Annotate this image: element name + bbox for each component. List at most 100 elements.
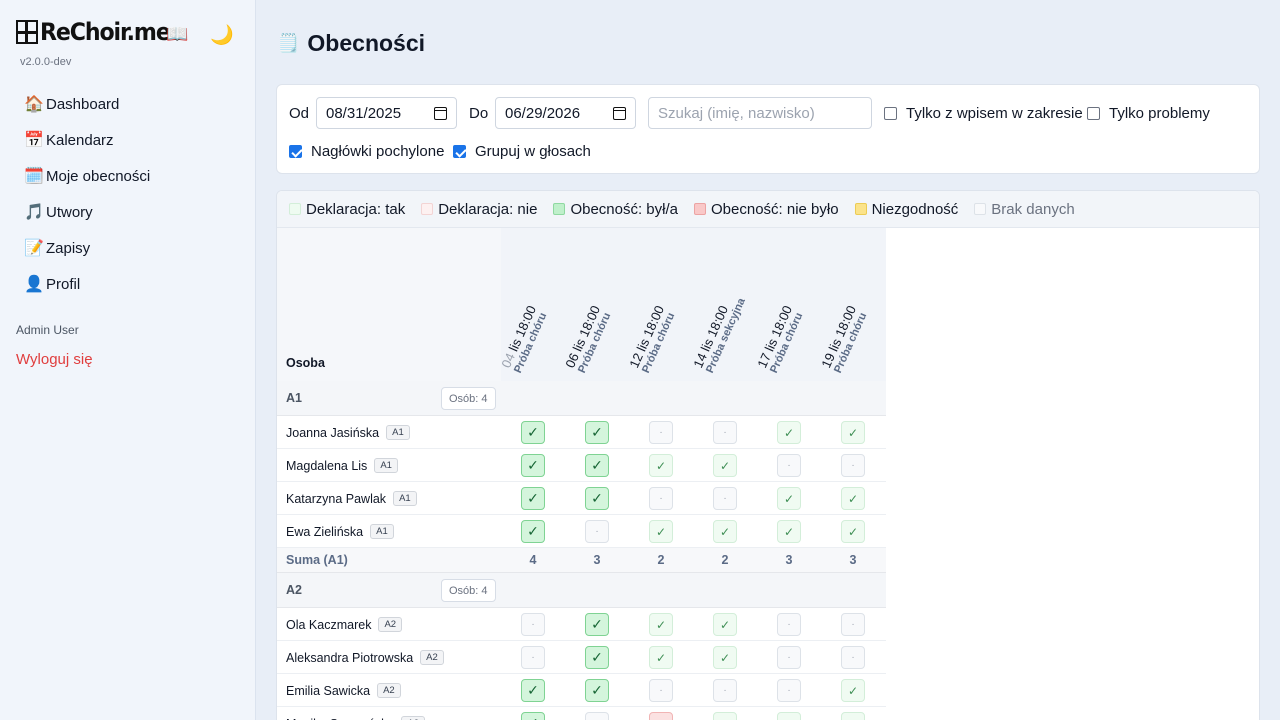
attendance-present-cell[interactable]: ✓ (585, 487, 609, 510)
declaration-yes-cell[interactable]: ✓ (777, 487, 801, 510)
declaration-yes-cell[interactable]: ✓ (777, 712, 801, 720)
legend-label: Deklaracja: tak (306, 200, 406, 218)
no-data-cell[interactable]: · (841, 613, 865, 636)
search-input[interactable]: Szukaj (imię, nazwisko) (648, 97, 872, 129)
person-name[interactable]: Ola Kaczmarek A2 (286, 617, 403, 632)
person-name[interactable]: Katarzyna Pawlak A1 (286, 491, 417, 506)
no-data-cell[interactable]: · (713, 487, 737, 510)
sidebar-item-dashboard[interactable]: 🏠 Dashboard (16, 86, 240, 122)
declaration-yes-cell[interactable]: ✓ (649, 520, 673, 543)
declaration-yes-cell[interactable]: ✓ (841, 679, 865, 702)
no-data-cell[interactable]: · (841, 646, 865, 669)
group-by-voice-label: Grupuj w głosach (475, 143, 591, 160)
declaration-yes-cell[interactable]: ✓ (777, 421, 801, 444)
only-in-range-checkbox[interactable]: Tylko z wpisem w zakresie (884, 105, 1083, 122)
person-name[interactable]: Magdalena Lis A1 (286, 458, 398, 473)
voice-badge: A1 (374, 458, 398, 473)
no-data-cell[interactable]: · (585, 712, 609, 720)
attendance-absent-cell[interactable]: ✓ (649, 712, 673, 720)
person-name-text: Emilia Sawicka (286, 683, 371, 698)
declaration-yes-cell[interactable]: ✓ (841, 520, 865, 543)
sidebar-item-moje-obecności[interactable]: 🗓️ Moje obecności (16, 158, 240, 194)
person-name-text: Joanna Jasińska (286, 425, 380, 440)
book-icon[interactable]: 📖 (166, 24, 189, 44)
brand-logo[interactable]: ReChoir.me (16, 18, 181, 46)
no-data-cell[interactable]: · (777, 646, 801, 669)
no-data-cell[interactable]: · (713, 679, 737, 702)
attendance-present-cell[interactable]: ✓ (521, 520, 545, 543)
table-body: A1 Osób: 4 Joanna Jasińska A1 ✓ ✓ · · ✓ ✓ Magdalen… (277, 381, 886, 720)
search-placeholder: Szukaj (imię, nazwisko) (658, 104, 815, 122)
no-data-cell[interactable]: · (713, 421, 737, 444)
declaration-yes-cell[interactable]: ✓ (713, 613, 737, 636)
person-name[interactable]: Emilia Sawicka A2 (286, 683, 401, 698)
attendance-present-cell[interactable]: ✓ (585, 679, 609, 702)
attendance-present-cell[interactable]: ✓ (585, 421, 609, 444)
legend-item: Deklaracja: tak (289, 201, 405, 218)
group-sum-row: Suma (A1) 4 3 2 2 3 3 (277, 548, 886, 573)
person-name-text: Monika Szymańska (286, 717, 394, 720)
no-data-cell[interactable]: · (649, 421, 673, 444)
voice-badge: A2 (420, 650, 444, 665)
calendar-picker-icon[interactable] (613, 106, 626, 120)
legend-item: Obecność: nie było (694, 201, 839, 218)
declaration-yes-cell[interactable]: ✓ (841, 421, 865, 444)
attendance-present-cell[interactable]: ✓ (521, 679, 545, 702)
attendance-present-cell[interactable]: ✓ (521, 712, 545, 720)
declaration-yes-cell[interactable]: ✓ (841, 487, 865, 510)
no-data-cell[interactable]: · (777, 454, 801, 477)
checkbox-box[interactable] (453, 145, 466, 158)
person-name[interactable]: Joanna Jasińska A1 (286, 425, 410, 440)
attendance-present-cell[interactable]: ✓ (585, 454, 609, 477)
checkbox-box[interactable] (1087, 107, 1100, 120)
date-to-value: 06/29/2026 (505, 104, 581, 122)
person-name[interactable]: Aleksandra Piotrowska A2 (286, 650, 444, 665)
declaration-yes-cell[interactable]: ✓ (841, 712, 865, 720)
person-name[interactable]: Monika Szymańska A2 (286, 716, 425, 720)
attendance-present-cell[interactable]: ✓ (521, 487, 545, 510)
table-row: Aleksandra Piotrowska A2 · ✓ ✓ ✓ · · (277, 641, 886, 674)
no-data-cell[interactable]: · (777, 613, 801, 636)
slanted-headers-checkbox[interactable]: Nagłówki pochylone (289, 143, 444, 160)
declaration-yes-cell[interactable]: ✓ (713, 646, 737, 669)
only-problems-checkbox[interactable]: Tylko problemy (1087, 105, 1210, 122)
sidebar-item-utwory[interactable]: 🎵 Utwory (16, 194, 240, 230)
voice-group-name: A2 (286, 583, 302, 597)
attendance-present-cell[interactable]: ✓ (521, 454, 545, 477)
legend-swatch (421, 203, 434, 215)
group-sum-value: 2 (657, 553, 665, 567)
no-data-cell[interactable]: · (649, 487, 673, 510)
sidebar-item-kalendarz[interactable]: 📅 Kalendarz (16, 122, 240, 158)
no-data-cell[interactable]: · (521, 613, 545, 636)
person-name[interactable]: Ewa Zielińska A1 (286, 524, 394, 539)
sidebar-item-zapisy[interactable]: 📝 Zapisy (16, 230, 240, 266)
declaration-yes-cell[interactable]: ✓ (649, 613, 673, 636)
attendance-present-cell[interactable]: ✓ (585, 646, 609, 669)
dark-mode-toggle-icon[interactable]: 🌙 (210, 25, 234, 46)
attendance-present-cell[interactable]: ✓ (521, 421, 545, 444)
group-by-voice-checkbox[interactable]: Grupuj w głosach (453, 143, 591, 160)
no-data-cell[interactable]: · (777, 679, 801, 702)
declaration-yes-cell[interactable]: ✓ (649, 454, 673, 477)
notepad-icon: 🗒️ (277, 33, 300, 53)
logo-text: ReChoir.me (40, 18, 171, 46)
no-data-cell[interactable]: · (585, 520, 609, 543)
sidebar: ReChoir.me 📖 🌙 v2.0.0-dev 🏠 Dashboard 📅 Kal… (0, 0, 256, 720)
no-data-cell[interactable]: · (521, 646, 545, 669)
sidebar-item-profil[interactable]: 👤 Profil (16, 266, 240, 302)
declaration-yes-cell[interactable]: ✓ (713, 454, 737, 477)
declaration-yes-cell[interactable]: ✓ (649, 646, 673, 669)
calendar-picker-icon[interactable] (434, 106, 447, 120)
logout-link[interactable]: Wyloguj się (16, 351, 93, 368)
date-from-input[interactable]: 08/31/2025 (316, 97, 457, 129)
checkbox-box[interactable] (289, 145, 302, 158)
no-data-cell[interactable]: · (841, 454, 865, 477)
attendance-present-cell[interactable]: ✓ (585, 613, 609, 636)
declaration-yes-cell[interactable]: ✓ (777, 520, 801, 543)
declaration-yes-cell[interactable]: ✓ (713, 520, 737, 543)
declaration-yes-cell[interactable]: ✓ (713, 712, 737, 720)
date-to-input[interactable]: 06/29/2026 (495, 97, 636, 129)
checkbox-box[interactable] (884, 107, 897, 120)
no-data-cell[interactable]: · (649, 679, 673, 702)
event-column-header[interactable]: 19 lis 18:00 Próba chóru (818, 228, 907, 381)
